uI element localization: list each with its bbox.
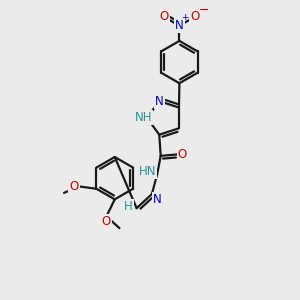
Text: −: − xyxy=(198,4,209,17)
Text: N: N xyxy=(175,19,184,32)
Text: +: + xyxy=(181,13,188,22)
Text: O: O xyxy=(178,148,187,161)
Text: O: O xyxy=(69,180,79,193)
Text: N: N xyxy=(153,193,162,206)
Text: O: O xyxy=(102,215,111,228)
Text: H: H xyxy=(124,200,133,213)
Text: O: O xyxy=(160,10,169,23)
Text: HN: HN xyxy=(139,165,157,178)
Text: O: O xyxy=(190,10,199,23)
Text: N: N xyxy=(155,94,164,108)
Text: NH: NH xyxy=(135,111,152,124)
